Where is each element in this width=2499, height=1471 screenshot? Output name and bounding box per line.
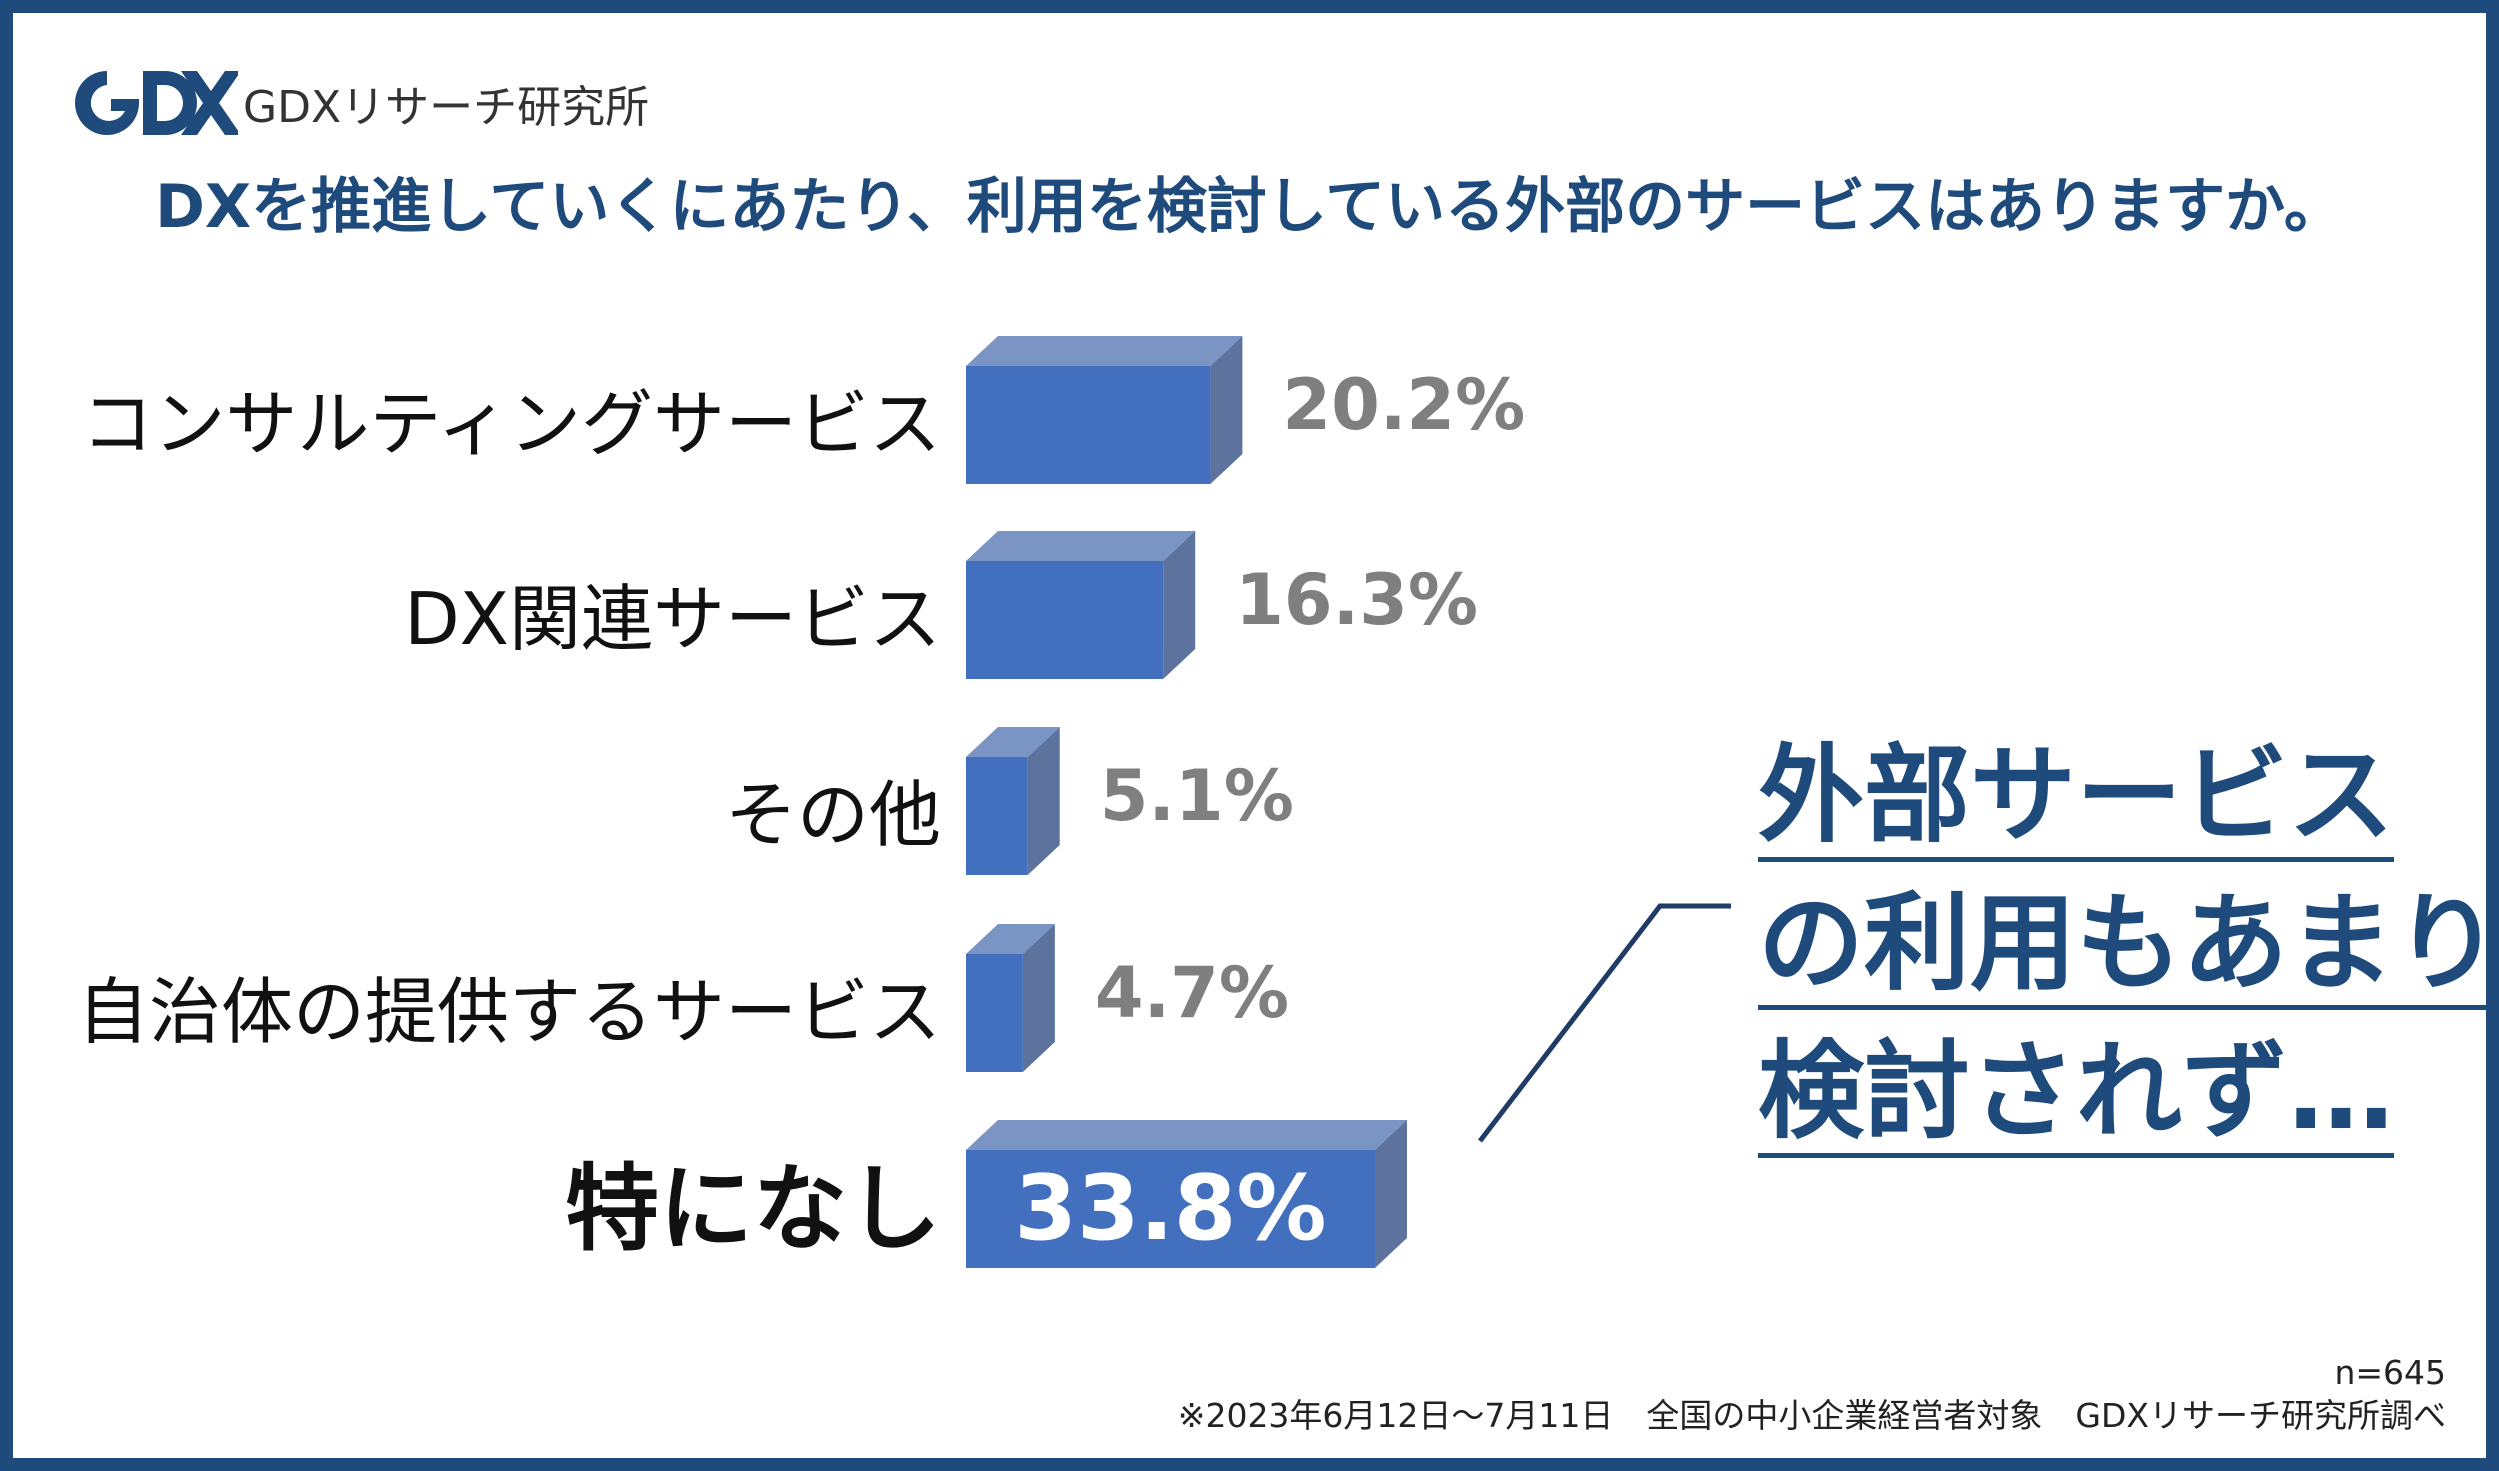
category-label: コンサルティングサービス: [81, 382, 941, 466]
bar-side-face: [1163, 531, 1196, 679]
category-label: その他: [725, 773, 941, 857]
bar-top-face: [966, 924, 1055, 954]
bar-side-face: [1210, 336, 1243, 484]
source-note: ※2023年6月12日～7月11日 全国の中小企業経営者対象 GDXリサーチ研究…: [1177, 1396, 2446, 1435]
chart-title: DXを推進していくにあたり、利用を検討している外部のサービスはありますか。: [155, 172, 2344, 242]
bar: [966, 366, 1211, 484]
logo-text: GDXリサーチ研究所: [243, 82, 650, 133]
bar-top-face: [966, 727, 1060, 757]
bar-side-face: [1027, 727, 1060, 875]
value-label: 20.2%: [1282, 364, 1525, 446]
callout-text: 外部サービス の利用もあまり 検討されず…: [1758, 728, 2499, 1172]
value-label: 33.8%: [1014, 1156, 1326, 1261]
footnote: n=645 ※2023年6月12日～7月11日 全国の中小企業経営者対象 GDX…: [1178, 1351, 2446, 1437]
bar-chart: コンサルティングサービス 20.2% DX関連サービス 16.3% その他 5.1% 自治体…: [77, 336, 1731, 1268]
bar: [966, 954, 1023, 1072]
value-label: 16.3%: [1235, 559, 1478, 641]
bar-side-face: [1022, 924, 1055, 1072]
callout-line-3: 検討されず…: [1758, 1031, 2394, 1158]
bar: [966, 561, 1164, 679]
gdx-logo-icon: [75, 71, 238, 135]
callout-connector-line: [1478, 903, 1731, 1143]
category-label: 自治体の提供するサービス: [77, 970, 941, 1054]
callout-line-2: の利用もあまり: [1758, 883, 2499, 1010]
bar-top-face: [966, 336, 1243, 366]
callout-line-1: 外部サービス: [1758, 735, 2394, 862]
category-label: 特になし: [565, 1155, 941, 1264]
value-label: 5.1%: [1100, 755, 1294, 837]
bar: [966, 1150, 1375, 1268]
category-label: DX関連サービス: [404, 577, 941, 661]
bar: [966, 757, 1028, 875]
bar-top-face: [966, 1120, 1407, 1150]
bar-side-face: [1374, 1120, 1407, 1268]
sample-size: n=645: [2334, 1353, 2446, 1392]
value-label: 4.7%: [1095, 952, 1289, 1034]
bar-top-face: [966, 531, 1196, 561]
